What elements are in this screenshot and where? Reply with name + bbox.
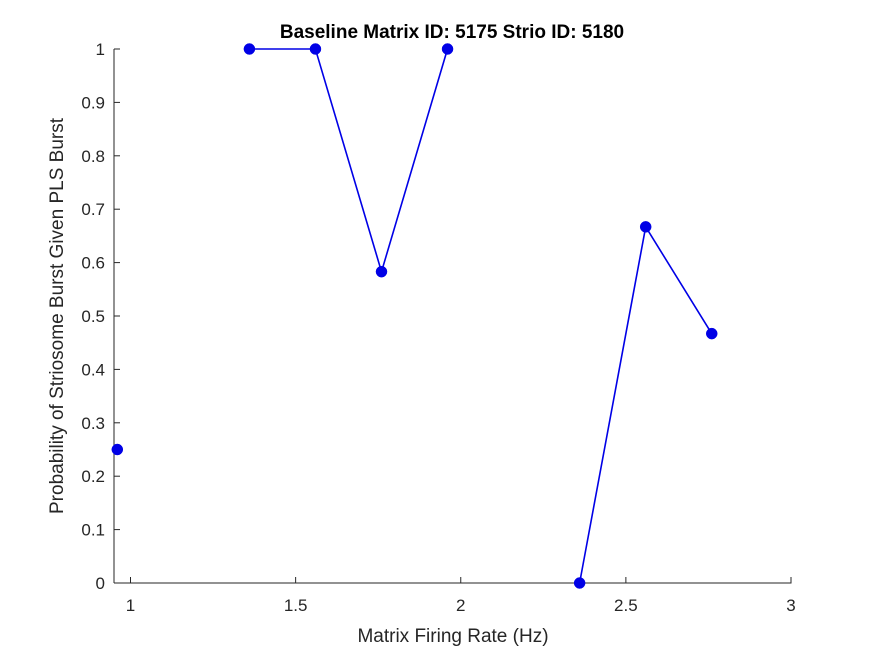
y-tick-label: 0.8 — [81, 147, 105, 166]
y-tick-label: 0.4 — [81, 360, 105, 379]
data-point — [375, 265, 388, 278]
y-tick-label: 0.5 — [81, 307, 105, 326]
y-tick-label: 0 — [96, 574, 105, 593]
data-point — [639, 221, 652, 233]
tick-marks: 1 1.5 2 2.5 3 0 0.1 0.2 0.3 0.4 0.5 0.6 0.7 0.8 0.9 1 — [81, 40, 795, 615]
data-point — [705, 327, 718, 340]
plot-area — [111, 43, 718, 589]
x-tick-label: 2.5 — [614, 596, 638, 615]
x-tick-label: 2 — [456, 596, 465, 615]
y-tick-label: 0.6 — [81, 254, 105, 273]
data-point — [573, 577, 586, 589]
x-tick-label: 1 — [126, 596, 135, 615]
x-tick-label: 1.5 — [284, 596, 308, 615]
data-point — [243, 43, 256, 55]
y-tick-label: 0.9 — [81, 93, 105, 112]
chart-title: Baseline Matrix ID: 5175 Strio ID: 5180 — [280, 22, 624, 43]
y-tick-label: 0.3 — [81, 414, 105, 433]
y-tick-label: 1 — [96, 40, 105, 59]
series-line — [578, 224, 713, 584]
y-axis-label: Probability of Striosome Burst Given PLS… — [47, 117, 68, 514]
axes — [113, 49, 792, 584]
data-point — [111, 443, 124, 456]
data-point — [309, 43, 322, 55]
data-point — [441, 43, 454, 55]
series-line — [249, 48, 449, 275]
y-tick-label: 0.2 — [81, 467, 105, 486]
x-tick-label: 3 — [786, 596, 795, 615]
x-axis-label: Matrix Firing Rate (Hz) — [357, 626, 548, 647]
y-tick-label: 0.1 — [81, 521, 105, 540]
y-tick-label: 0.7 — [81, 200, 105, 219]
